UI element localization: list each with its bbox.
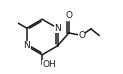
Text: N: N [54, 24, 61, 33]
Text: OH: OH [43, 60, 56, 69]
Text: N: N [23, 41, 30, 50]
Text: O: O [78, 31, 85, 40]
Text: O: O [65, 11, 72, 20]
